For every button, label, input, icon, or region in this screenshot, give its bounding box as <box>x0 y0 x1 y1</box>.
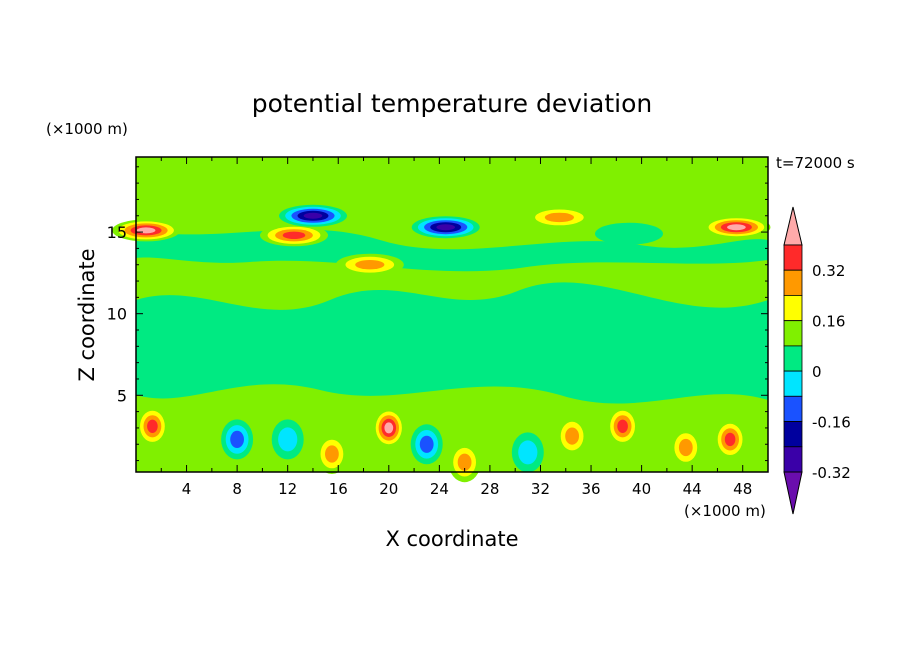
colorbar: 0.32 0.16 0 -0.16 -0.32 <box>783 206 851 515</box>
x-tick-label: 28 <box>480 480 499 498</box>
x-tick-label: 24 <box>430 480 449 498</box>
contour-feature <box>436 224 456 231</box>
contour-feature <box>282 231 306 239</box>
y-axis-ticks: 5 10 15 <box>107 166 768 462</box>
colorbar-bin <box>783 446 803 473</box>
colorbar-tick-label: -0.32 <box>812 464 851 482</box>
x-tick-label: 16 <box>329 480 348 498</box>
time-label: t=72000 s <box>776 154 855 172</box>
contour-feature <box>727 224 746 231</box>
y-unit-label: (×1000 m) <box>46 120 128 138</box>
contour-feature <box>325 445 339 463</box>
contour-field <box>112 204 771 483</box>
colorbar-tick-label: 0.16 <box>812 313 845 331</box>
colorbar-bin <box>783 244 803 271</box>
contour-feature <box>678 438 693 457</box>
colorbar-tick-label: 0.32 <box>812 262 845 280</box>
colorbar-arrow-bottom <box>783 471 803 515</box>
chart-title: potential temperature deviation <box>252 89 652 118</box>
colorbar-bin <box>783 294 803 321</box>
x-tick-label: 4 <box>182 480 192 498</box>
contour-feature <box>384 422 394 434</box>
x-axis-ticks: 4 8 12 16 20 24 28 32 36 40 44 48 <box>160 157 752 498</box>
x-tick-label: 44 <box>683 480 702 498</box>
colorbar-bin <box>783 370 803 397</box>
colorbar-tick-label: 0 <box>812 363 822 381</box>
y-tick-label: 5 <box>117 386 127 405</box>
x-tick-label: 32 <box>531 480 550 498</box>
contour-feature <box>595 222 663 245</box>
zero-band <box>136 282 768 404</box>
colorbar-tick-label: -0.16 <box>812 414 851 432</box>
contour-feature <box>724 432 736 447</box>
colorbar-bin <box>783 320 803 347</box>
colorbar-bin <box>783 395 803 422</box>
colorbar-bin <box>783 269 803 296</box>
x-unit-label: (×1000 m) <box>684 502 766 520</box>
contour-feature <box>303 212 323 219</box>
x-tick-label: 20 <box>379 480 398 498</box>
x-tick-label: 8 <box>232 480 242 498</box>
contour-feature <box>419 435 434 453</box>
y-tick-label: 10 <box>107 305 127 324</box>
contour-feature <box>544 212 575 223</box>
plot-frame <box>135 156 769 473</box>
colorbar-bin <box>783 345 803 372</box>
contour-feature <box>147 419 158 433</box>
contour-feature <box>278 427 298 452</box>
contour-feature <box>565 427 579 445</box>
colorbar-arrow-top <box>783 206 803 246</box>
x-tick-label: 40 <box>632 480 651 498</box>
x-tick-label: 48 <box>733 480 752 498</box>
contour-feature <box>230 430 245 448</box>
x-tick-label: 36 <box>581 480 600 498</box>
x-tick-label: 12 <box>278 480 297 498</box>
contour-feature <box>355 260 385 270</box>
contour-feature <box>617 419 628 433</box>
y-axis-label: Z coordinate <box>75 248 99 381</box>
y-tick-label: 15 <box>107 223 127 242</box>
plot-area <box>112 156 771 483</box>
contour-feature <box>518 440 538 465</box>
colorbar-bin <box>783 421 803 448</box>
x-axis-label: X coordinate <box>385 527 518 551</box>
contour-feature <box>457 453 472 471</box>
